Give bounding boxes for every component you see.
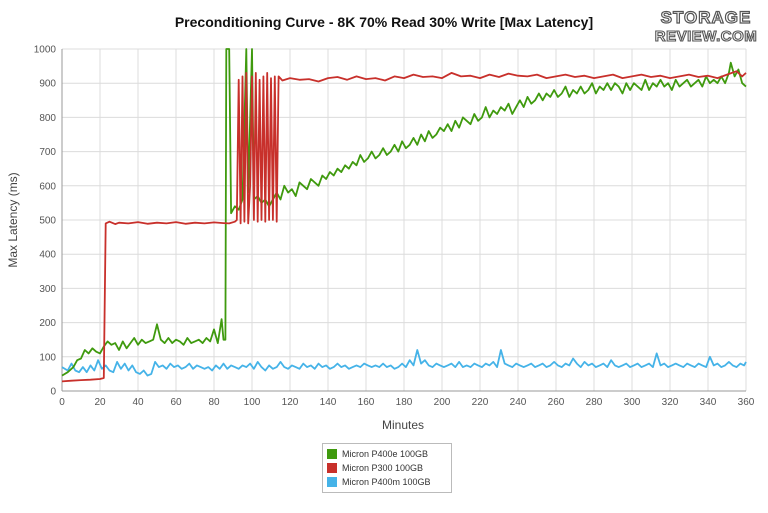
x-tick-200: 200: [434, 397, 451, 408]
x-tick-20: 20: [94, 397, 106, 408]
y-tick-800: 800: [39, 113, 56, 124]
x-tick-60: 60: [170, 397, 182, 408]
series-line-1: [61, 70, 747, 383]
y-tick-0: 0: [50, 387, 56, 398]
legend-swatch-p400e: [327, 449, 337, 459]
grid-lines: [61, 48, 747, 392]
x-tick-360: 360: [738, 397, 755, 408]
y-tick-900: 900: [39, 79, 56, 90]
x-tick-100: 100: [244, 397, 261, 408]
x-tick-labels: 0 20 40 60 80 100 120 140 160 180 200 220 240 260 280 3…: [59, 397, 755, 408]
x-axis-label: Minutes: [382, 418, 424, 432]
y-tick-200: 200: [39, 318, 56, 329]
x-tick-260: 260: [548, 397, 565, 408]
legend-label-p400m: Micron P400m 100GB: [342, 477, 431, 487]
series-line-0: [61, 48, 747, 377]
logo-line2: REVIEW.COM: [655, 28, 758, 45]
x-tick-300: 300: [624, 397, 641, 408]
logo-line1: STORAGE: [661, 8, 752, 27]
x-tick-120: 120: [282, 397, 299, 408]
x-tick-140: 140: [320, 397, 337, 408]
x-tick-340: 340: [700, 397, 717, 408]
legend-swatch-p300: [327, 463, 337, 473]
y-tick-400: 400: [39, 250, 56, 261]
y-tick-600: 600: [39, 181, 56, 192]
x-tick-40: 40: [132, 397, 144, 408]
x-tick-0: 0: [59, 397, 65, 408]
x-tick-220: 220: [472, 397, 489, 408]
legend-swatch-p400m: [327, 477, 337, 487]
legend-label-p400e: Micron P400e 100GB: [342, 449, 429, 459]
series-lines: [61, 48, 747, 383]
legend-item-p300: Micron P300 100GB: [327, 461, 447, 475]
axes: [61, 49, 746, 392]
legend: Micron P400e 100GB Micron P300 100GB Mic…: [322, 443, 452, 493]
y-axis-label: Max Latency (ms): [6, 172, 20, 267]
x-tick-160: 160: [358, 397, 375, 408]
legend-label-p300: Micron P300 100GB: [342, 463, 424, 473]
x-tick-180: 180: [396, 397, 413, 408]
y-tick-500: 500: [39, 216, 56, 227]
legend-item-p400m: Micron P400m 100GB: [327, 475, 447, 489]
series-line-2: [61, 349, 747, 377]
x-tick-240: 240: [510, 397, 527, 408]
y-tick-1000: 1000: [34, 45, 57, 56]
x-tick-320: 320: [662, 397, 679, 408]
x-tick-280: 280: [586, 397, 603, 408]
y-tick-labels: 0 100 200 300 400 500 600 700 800 900 1000: [34, 45, 57, 398]
y-tick-700: 700: [39, 147, 56, 158]
y-tick-100: 100: [39, 352, 56, 363]
legend-item-p400e: Micron P400e 100GB: [327, 447, 447, 461]
chart-title: Preconditioning Curve - 8K 70% Read 30% …: [174, 14, 594, 30]
storagereview-logo: STORAGE REVIEW.COM: [654, 7, 758, 45]
y-tick-300: 300: [39, 284, 56, 295]
x-tick-80: 80: [208, 397, 220, 408]
